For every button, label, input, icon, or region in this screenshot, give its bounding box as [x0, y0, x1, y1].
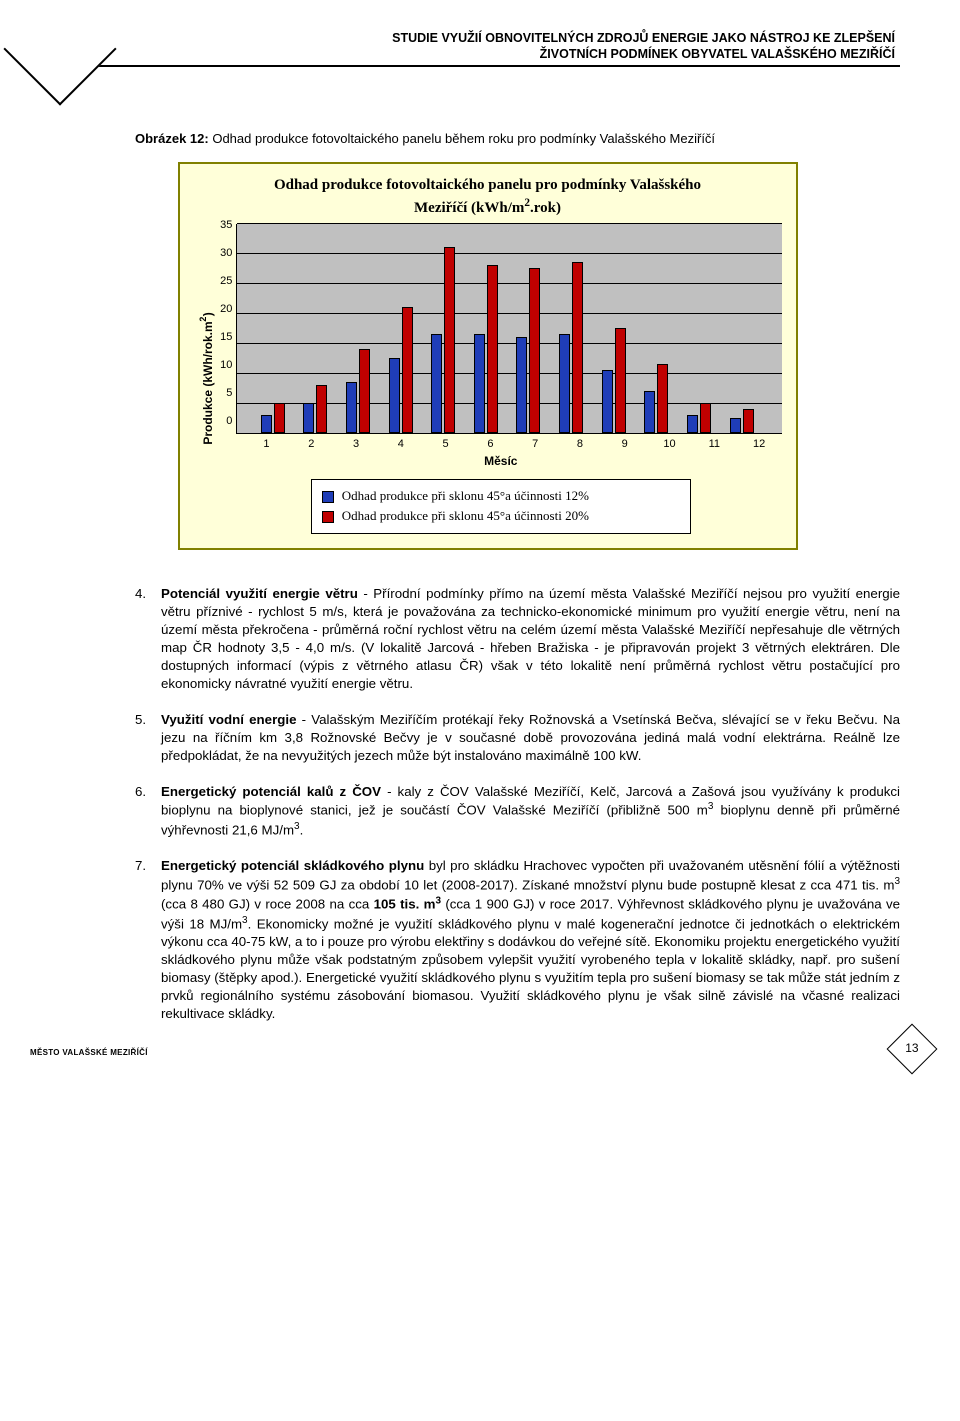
body-list: 4. Potenciál využití energie větru - Pří…	[135, 585, 900, 1023]
x-tick: 2	[289, 437, 334, 451]
bar-series-12	[261, 415, 272, 433]
x-tick: 3	[334, 437, 379, 451]
bar-series-12	[346, 382, 357, 433]
legend-swatch-20	[322, 511, 334, 523]
item-6-text: Energetický potenciál kalů z ČOV - kaly …	[161, 783, 900, 840]
x-tick: 8	[558, 437, 603, 451]
bar-group	[382, 307, 420, 433]
bar-series-20	[700, 403, 711, 433]
x-tick: 5	[423, 437, 468, 451]
bar-series-20	[444, 247, 455, 433]
x-tick: 1	[244, 437, 289, 451]
bar-series-12	[644, 391, 655, 433]
bar-series-12	[431, 334, 442, 433]
item-5-num: 5.	[135, 711, 161, 765]
y-tick: 10	[220, 358, 232, 372]
x-ticks: 123456789101112	[244, 434, 781, 451]
legend-label-12: Odhad produkce při sklonu 45°a účinnosti…	[342, 488, 589, 505]
x-tick: 11	[692, 437, 737, 451]
footer-text: MĚSTO VALAŠSKÉ MEZIŘÍČÍ	[30, 1048, 148, 1058]
x-axis-label: Měsíc	[220, 454, 781, 470]
bar-series-12	[559, 334, 570, 433]
bar-group	[296, 385, 334, 433]
item-7-num: 7.	[135, 857, 161, 1023]
bar-series-20	[274, 403, 285, 433]
x-tick: 9	[602, 437, 647, 451]
legend-row-12: Odhad produkce při sklonu 45°a účinnosti…	[322, 488, 680, 505]
bar-group	[595, 328, 633, 433]
plot-area	[236, 224, 781, 434]
page-header: STUDIE VYUŽIÍ OBNOVITELNÝCH ZDROJŮ ENERG…	[75, 30, 900, 63]
bar-series-20	[316, 385, 327, 433]
chart-box: Odhad produkce fotovoltaického panelu pr…	[178, 162, 798, 550]
legend-row-20: Odhad produkce při sklonu 45°a účinnosti…	[322, 508, 680, 525]
bar-group	[424, 247, 462, 433]
bar-group	[509, 268, 547, 433]
gridline	[237, 253, 781, 254]
y-tick: 35	[220, 218, 232, 232]
y-tick: 25	[220, 274, 232, 288]
bar-series-20	[743, 409, 754, 433]
bar-series-12	[687, 415, 698, 433]
y-tick: 15	[220, 330, 232, 344]
item-7-text: Energetický potenciál skládkového plynu …	[161, 857, 900, 1023]
bar-series-20	[487, 265, 498, 433]
page-number: 13	[894, 1031, 930, 1067]
header-rule	[75, 71, 900, 111]
bar-series-20	[615, 328, 626, 433]
chart-legend: Odhad produkce při sklonu 45°a účinnosti…	[311, 479, 691, 534]
bar-group	[680, 403, 718, 433]
header-line2: ŽIVOTNÍCH PODMÍNEK OBYVATEL VALAŠSKÉHO M…	[75, 46, 895, 62]
bar-group	[637, 364, 675, 433]
bar-series-20	[572, 262, 583, 433]
bar-series-12	[516, 337, 527, 433]
item-5-text: Využití vodní energie - Valašským Meziří…	[161, 711, 900, 765]
item-7: 7. Energetický potenciál skládkového ply…	[135, 857, 900, 1023]
bar-series-20	[657, 364, 668, 433]
bar-series-12	[389, 358, 400, 433]
item-4: 4. Potenciál využití energie větru - Pří…	[135, 585, 900, 693]
chart-title-line2: Meziříčí (kWh/m2.rok)	[194, 196, 782, 219]
y-tick: 0	[220, 414, 232, 428]
legend-swatch-12	[322, 491, 334, 503]
bar-series-20	[529, 268, 540, 433]
bar-series-12	[303, 403, 314, 433]
bar-series-20	[402, 307, 413, 433]
item-6: 6. Energetický potenciál kalů z ČOV - ka…	[135, 783, 900, 840]
figure-caption: Obrázek 12: Odhad produkce fotovoltaické…	[135, 131, 900, 148]
bar-group	[254, 403, 292, 433]
y-tick: 30	[220, 246, 232, 260]
x-tick: 4	[378, 437, 423, 451]
header-line1: STUDIE VYUŽIÍ OBNOVITELNÝCH ZDROJŮ ENERG…	[75, 30, 895, 46]
x-tick: 6	[468, 437, 513, 451]
bar-group	[723, 409, 761, 433]
figure-caption-text: Odhad produkce fotovoltaického panelu bě…	[212, 131, 715, 146]
bar-group	[467, 265, 505, 433]
item-5: 5. Využití vodní energie - Valašským Mez…	[135, 711, 900, 765]
y-tick: 20	[220, 302, 232, 316]
bar-series-12	[602, 370, 613, 433]
legend-label-20: Odhad produkce při sklonu 45°a účinnosti…	[342, 508, 589, 525]
item-6-num: 6.	[135, 783, 161, 840]
y-ticks: 0 5 10 15 20 25 30 35	[220, 218, 236, 428]
x-tick: 12	[737, 437, 782, 451]
item-4-text: Potenciál využití energie větru - Přírod…	[161, 585, 900, 693]
y-axis-label: Produkce (kWh/rok.m2)	[194, 224, 221, 534]
x-tick: 7	[513, 437, 558, 451]
bar-group	[552, 262, 590, 433]
figure-caption-lead: Obrázek 12:	[135, 131, 209, 146]
x-tick: 10	[647, 437, 692, 451]
chart-title: Odhad produkce fotovoltaického panelu pr…	[194, 176, 782, 218]
bar-series-12	[474, 334, 485, 433]
y-tick: 5	[220, 386, 232, 400]
bar-series-20	[359, 349, 370, 433]
chart-title-line1: Odhad produkce fotovoltaického panelu pr…	[194, 176, 782, 196]
item-4-num: 4.	[135, 585, 161, 693]
bar-series-12	[730, 418, 741, 433]
bar-group	[339, 349, 377, 433]
gridline	[237, 223, 781, 224]
